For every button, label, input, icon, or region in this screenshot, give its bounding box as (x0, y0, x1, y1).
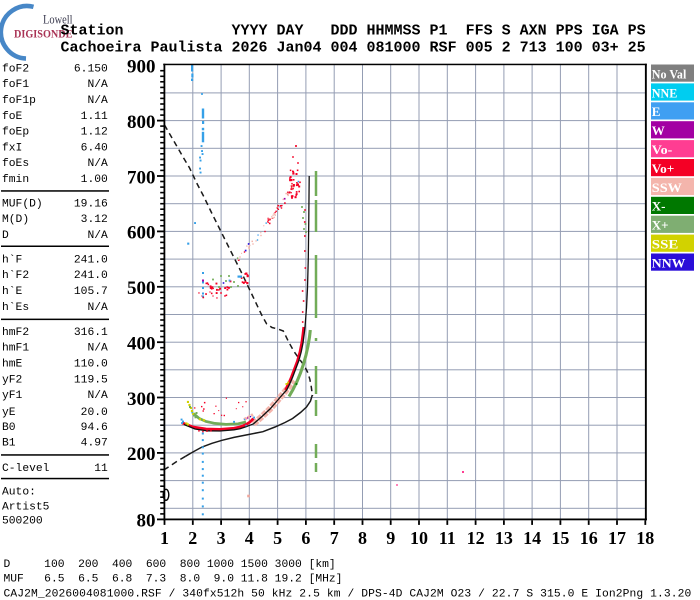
svg-text:NNW: NNW (652, 255, 686, 270)
svg-text:N/A: N/A (87, 95, 108, 107)
svg-text:W: W (652, 123, 665, 138)
svg-text:hmF1: hmF1 (2, 343, 29, 355)
svg-text:1.12: 1.12 (81, 127, 108, 139)
svg-text:1.00: 1.00 (81, 174, 108, 186)
svg-text:foF2: foF2 (2, 63, 29, 75)
svg-text:yF2: yF2 (2, 374, 22, 386)
svg-text:hmE: hmE (2, 359, 23, 371)
svg-text:8: 8 (358, 528, 367, 548)
svg-text:foE: foE (2, 111, 23, 123)
svg-text:6.150: 6.150 (74, 63, 108, 75)
svg-text:11: 11 (439, 528, 456, 548)
svg-text:CAJ2M_2026004081000.RSF / 340f: CAJ2M_2026004081000.RSF / 340fx512h 50 k… (4, 588, 692, 600)
svg-text:10: 10 (410, 528, 428, 548)
svg-text:12: 12 (467, 528, 485, 548)
svg-text:400: 400 (127, 334, 156, 355)
svg-text:foF1p: foF1p (2, 95, 36, 107)
svg-text:1: 1 (160, 528, 169, 548)
svg-text:E: E (652, 104, 661, 119)
svg-text:5: 5 (273, 528, 282, 548)
svg-text:X+: X+ (652, 218, 669, 233)
svg-text:1.11: 1.11 (81, 111, 108, 123)
svg-text:500200: 500200 (2, 515, 43, 527)
svg-text:D: D (2, 230, 9, 242)
svg-text:80: 80 (137, 510, 156, 531)
svg-text:MUF 6.5 6.5 6.8 7.3 8.0: MUF 6.5 6.5 6.8 7.3 8.0 9.0 11.8 19.2 [M… (4, 574, 343, 586)
svg-text:500: 500 (127, 278, 156, 299)
svg-text:foEp: foEp (2, 127, 29, 139)
svg-text:4.97: 4.97 (81, 438, 108, 450)
svg-text:Cachoeira Paulista 2026 Jan04: Cachoeira Paulista 2026 Jan04 004 081000… (61, 39, 646, 56)
svg-text:N/A: N/A (87, 390, 108, 402)
svg-text:fmin: fmin (2, 174, 29, 186)
svg-text:M(D): M(D) (2, 214, 29, 226)
svg-text:800: 800 (127, 112, 156, 133)
svg-text:foF1: foF1 (2, 79, 29, 91)
svg-text:14: 14 (523, 528, 541, 548)
svg-text:yF1: yF1 (2, 390, 23, 402)
svg-text:20.0: 20.0 (81, 407, 108, 419)
svg-text:2: 2 (188, 528, 197, 548)
svg-text:Lowell: Lowell (43, 13, 73, 27)
svg-text:105.7: 105.7 (74, 286, 108, 298)
svg-text:B0: B0 (2, 422, 16, 434)
svg-text:119.5: 119.5 (74, 374, 108, 386)
svg-text:MUF(D): MUF(D) (2, 198, 43, 210)
svg-text:241.0: 241.0 (74, 254, 108, 266)
svg-text:200: 200 (127, 444, 156, 465)
svg-text:foEs: foEs (2, 158, 29, 170)
svg-text:h`E: h`E (2, 285, 23, 298)
svg-text:16: 16 (580, 528, 598, 548)
svg-text:X-: X- (652, 199, 666, 214)
svg-text:3: 3 (217, 528, 226, 548)
svg-text:No Val: No Val (652, 66, 687, 81)
svg-text:Station YYYY DAY: Station YYYY DAY DDD HHMMSS P1 FFS S AXN… (61, 23, 646, 40)
svg-text:fxI: fxI (2, 142, 22, 154)
svg-text:6: 6 (301, 528, 310, 548)
svg-text:D 100 200 400 600 800: D 100 200 400 600 800 1000 1500 3000 [km… (4, 559, 336, 571)
svg-text:241.0: 241.0 (74, 270, 108, 282)
svg-text:17: 17 (608, 528, 626, 548)
svg-text:15: 15 (551, 528, 569, 548)
svg-text:300: 300 (127, 389, 156, 410)
svg-text:6.40: 6.40 (81, 142, 108, 154)
svg-text:18: 18 (636, 528, 654, 548)
svg-text:N/A: N/A (87, 230, 108, 242)
svg-text:N/A: N/A (87, 343, 108, 355)
svg-text:11: 11 (94, 463, 108, 475)
svg-text:7: 7 (330, 528, 339, 548)
svg-text:NNE: NNE (652, 85, 678, 100)
svg-text:9: 9 (386, 528, 395, 548)
svg-text:110.0: 110.0 (74, 359, 108, 371)
svg-text:DIGISONDE: DIGISONDE (14, 29, 73, 41)
svg-text:SSW: SSW (652, 180, 682, 195)
svg-text:700: 700 (127, 167, 156, 188)
svg-text:B1: B1 (2, 438, 16, 450)
svg-text:600: 600 (127, 223, 156, 244)
svg-text:3.12: 3.12 (81, 214, 108, 226)
svg-text:94.6: 94.6 (81, 422, 108, 434)
svg-text:Auto:: Auto: (2, 486, 36, 498)
svg-text:hmF2: hmF2 (2, 327, 29, 339)
svg-text:h`F2: h`F2 (2, 269, 29, 282)
svg-text:N/A: N/A (87, 79, 108, 91)
svg-text:N/A: N/A (87, 158, 108, 170)
svg-text:Vo-: Vo- (652, 142, 673, 157)
svg-text:h`F: h`F (2, 253, 22, 266)
svg-text:4: 4 (245, 528, 254, 548)
svg-text:19.16: 19.16 (74, 198, 108, 210)
svg-text:Vo+: Vo+ (652, 161, 675, 176)
svg-text:SSE: SSE (652, 237, 679, 252)
svg-text:C-level: C-level (2, 463, 50, 475)
svg-text:h`Es: h`Es (2, 301, 29, 314)
svg-text:316.1: 316.1 (74, 327, 108, 339)
svg-text:Artist5: Artist5 (2, 502, 50, 514)
svg-text:13: 13 (495, 528, 513, 548)
svg-text:900: 900 (127, 57, 156, 78)
svg-text:yE: yE (2, 407, 16, 419)
svg-text:N/A: N/A (87, 302, 108, 314)
